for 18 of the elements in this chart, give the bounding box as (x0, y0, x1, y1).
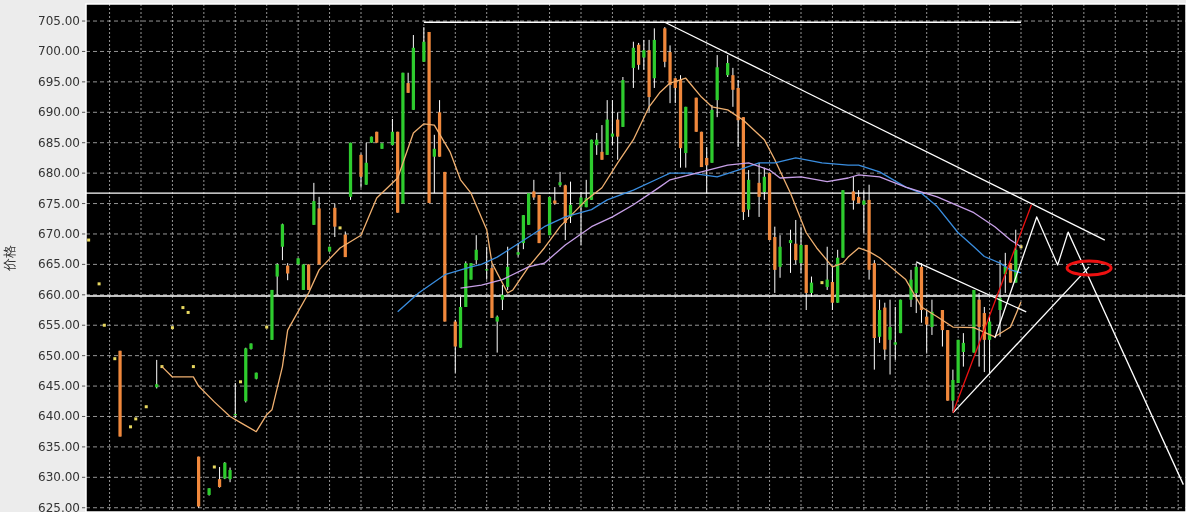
y-tick-label: 690.00 (38, 105, 80, 120)
y-tick-label: 675.00 (38, 196, 80, 211)
y-tick-label: 680.00 (38, 166, 80, 181)
y-tick-label: 645.00 (38, 379, 80, 394)
y-tick-label: 700.00 (38, 44, 80, 59)
y-tick-label: 630.00 (38, 470, 80, 485)
y-tick-label: 635.00 (38, 439, 80, 454)
y-tick-label: 640.00 (38, 409, 80, 424)
y-tick-label: 665.00 (38, 257, 80, 272)
y-tick-label: 670.00 (38, 226, 80, 241)
y-tick-label: 705.00 (38, 14, 80, 29)
y-tick-label: 650.00 (38, 348, 80, 363)
y-tick-label: 660.00 (38, 287, 80, 302)
y-tick-label: 655.00 (38, 318, 80, 333)
y-tick-label: 685.00 (38, 135, 80, 150)
y-tick-label: 695.00 (38, 74, 80, 89)
y-tick-label: 625.00 (38, 500, 80, 512)
y-axis-title: 价格 (2, 245, 17, 272)
